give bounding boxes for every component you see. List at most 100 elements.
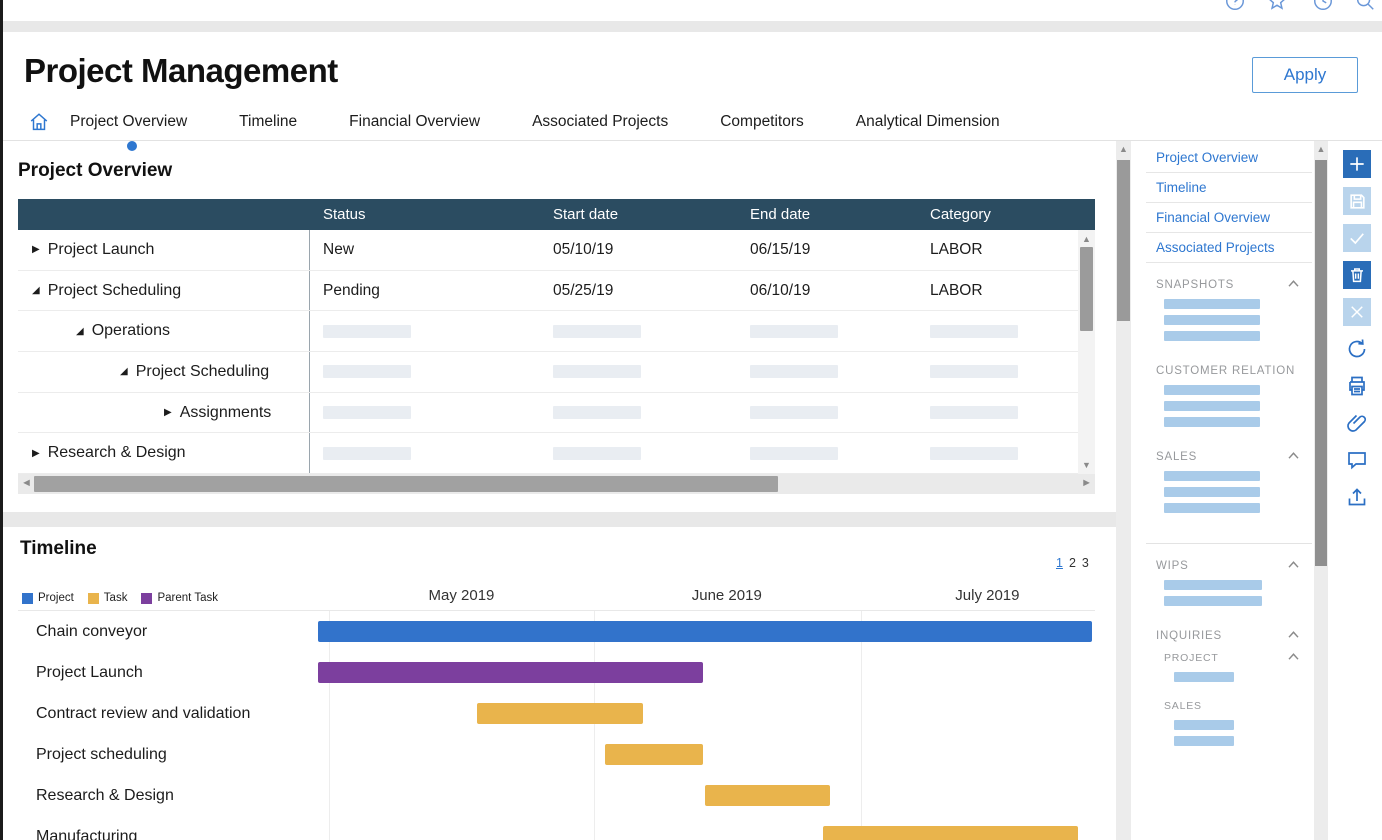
table-horizontal-scrollbar[interactable]: ◄ ► [18, 474, 1095, 495]
close-button[interactable] [1343, 298, 1371, 326]
browser-topbar [0, 0, 1382, 21]
scroll-up-icon[interactable]: ▲ [1316, 144, 1326, 154]
collapsed-arrow-icon[interactable]: ▶ [164, 407, 172, 419]
apply-button[interactable]: Apply [1252, 57, 1358, 93]
tab-timeline[interactable]: Timeline [239, 113, 298, 130]
tab-competitors[interactable]: Competitors [720, 113, 804, 130]
scrollbar-thumb[interactable] [1080, 247, 1093, 331]
section-header[interactable]: SALES [1146, 700, 1312, 712]
chevron-up-icon[interactable] [1287, 652, 1300, 664]
help-icon[interactable] [1224, 0, 1246, 12]
cell-value: Pending [323, 281, 380, 299]
table-row[interactable]: ▶ Research & Design [18, 433, 1078, 475]
scroll-up-icon[interactable]: ▲ [1119, 144, 1128, 154]
gantt-bar-task[interactable] [823, 826, 1078, 840]
home-icon[interactable] [28, 111, 50, 133]
scrollbar-thumb[interactable] [1117, 160, 1130, 321]
expanded-arrow-icon[interactable]: ◢ [120, 366, 128, 378]
tree-cell[interactable]: ▶ Research & Design [18, 433, 310, 474]
cell-value: 05/10/19 [553, 240, 614, 258]
outline-sidepanel: Project Overview Timeline Financial Overvi… [1146, 141, 1312, 840]
section-title: INQUIRIES [1156, 630, 1222, 642]
cell-status [310, 324, 540, 338]
legend-swatch [141, 592, 153, 604]
gantt-bar-project[interactable] [317, 621, 1092, 642]
page-2[interactable]: 2 [1068, 556, 1076, 570]
confirm-button[interactable] [1343, 224, 1371, 252]
scroll-up-icon[interactable]: ▲ [1082, 234, 1091, 244]
page-1[interactable]: 1 [1056, 556, 1063, 570]
favorite-icon[interactable] [1266, 0, 1288, 12]
placeholder-bar [1164, 331, 1260, 341]
comment-button[interactable] [1343, 446, 1371, 474]
gantt-bar-task[interactable] [704, 785, 830, 806]
gantt-bar-task[interactable] [605, 744, 704, 765]
delete-button[interactable] [1343, 261, 1371, 289]
table-row[interactable]: ▶ Assignments [18, 392, 1078, 434]
add-button[interactable] [1343, 150, 1371, 178]
tree-cell[interactable]: ◢ Project Scheduling [18, 270, 310, 311]
section-placeholder-bars [1146, 712, 1312, 754]
tree-cell[interactable]: ◢ Operations [18, 311, 310, 352]
table-row[interactable]: ◢ Project Scheduling [18, 352, 1078, 393]
page-3[interactable]: 3 [1081, 556, 1089, 570]
section-title: WIPS [1156, 560, 1189, 572]
expanded-arrow-icon[interactable]: ◢ [76, 325, 84, 337]
tree-cell[interactable]: ▶ Assignments [18, 392, 310, 433]
column-header-start-date: Start date [553, 206, 619, 223]
section-header[interactable]: INQUIRIES [1146, 630, 1312, 642]
tab-analytical-dimension[interactable]: Analytical Dimension [855, 113, 1000, 130]
section-header[interactable]: CUSTOMER RELATION [1146, 365, 1312, 377]
tree-cell[interactable]: ◢ Project Scheduling [18, 352, 310, 392]
history-icon[interactable] [1312, 0, 1334, 12]
refresh-button[interactable] [1343, 335, 1371, 363]
table-vertical-scrollbar[interactable]: ▲ ▼ [1078, 230, 1095, 474]
tree-cell[interactable]: ▶ Project Launch [18, 230, 310, 270]
gantt-row-track [310, 652, 1095, 693]
expanded-arrow-icon[interactable]: ◢ [32, 285, 40, 297]
cell-end_date [737, 324, 917, 338]
sidepanel-link-financial-overview[interactable]: Financial Overview [1146, 203, 1312, 233]
tab-associated-projects[interactable]: Associated Projects [532, 113, 669, 130]
search-icon[interactable] [1354, 0, 1376, 12]
sidepanel-link-timeline[interactable]: Timeline [1146, 173, 1312, 203]
chevron-up-icon[interactable] [1287, 279, 1300, 291]
collapsed-arrow-icon[interactable]: ▶ [32, 447, 40, 459]
scrollbar-thumb[interactable] [1315, 160, 1327, 566]
section-header[interactable]: SALES [1146, 451, 1312, 463]
tab-project-overview[interactable]: Project Overview [70, 113, 188, 130]
section-header[interactable]: PROJECT [1146, 652, 1312, 664]
print-button[interactable] [1343, 372, 1371, 400]
table-row[interactable]: ◢ Operations [18, 311, 1078, 353]
upload-button[interactable] [1343, 483, 1371, 511]
table-row[interactable]: ▶ Project Launch New 05/10/19 06/15/19 LABOR [18, 230, 1078, 271]
section-title: SNAPSHOTS [1156, 279, 1235, 291]
chevron-up-icon[interactable] [1287, 630, 1300, 642]
page-vertical-scrollbar[interactable]: ▲ [1116, 141, 1131, 840]
tab-financial-overview[interactable]: Financial Overview [349, 113, 481, 130]
scrollbar-thumb[interactable] [34, 476, 778, 493]
sidepanel-section-snapshots: SNAPSHOTS [1146, 279, 1312, 349]
sidepanel-section-project: PROJECT [1146, 652, 1312, 690]
scroll-down-icon[interactable]: ▼ [1082, 460, 1091, 470]
gantt-bar-parent-task[interactable] [317, 662, 704, 683]
legend-swatch [87, 592, 99, 604]
sidepanel-section-customer-relation: CUSTOMER RELATION [1146, 365, 1312, 435]
sidepanel-link-associated-projects[interactable]: Associated Projects [1146, 233, 1312, 263]
table-row[interactable]: ◢ Project Scheduling Pending 05/25/19 06/10/… [18, 270, 1078, 312]
scroll-right-icon[interactable]: ► [1081, 477, 1092, 490]
scroll-left-icon[interactable]: ◄ [21, 477, 32, 490]
chevron-up-icon[interactable] [1287, 451, 1300, 463]
sidepanel-link-project-overview[interactable]: Project Overview [1146, 143, 1312, 173]
sidepanel-section-sales: SALES [1146, 700, 1312, 754]
gantt-row-track [310, 734, 1095, 775]
section-header[interactable]: SNAPSHOTS [1146, 279, 1312, 291]
save-button[interactable] [1343, 187, 1371, 215]
gantt-bar-task[interactable] [477, 703, 643, 724]
placeholder-bar [553, 365, 641, 379]
attach-button[interactable] [1343, 409, 1371, 437]
chevron-up-icon[interactable] [1287, 560, 1300, 572]
sidepanel-scrollbar[interactable]: ▲ [1314, 141, 1328, 840]
collapsed-arrow-icon[interactable]: ▶ [32, 244, 40, 256]
section-header[interactable]: WIPS [1146, 560, 1312, 572]
